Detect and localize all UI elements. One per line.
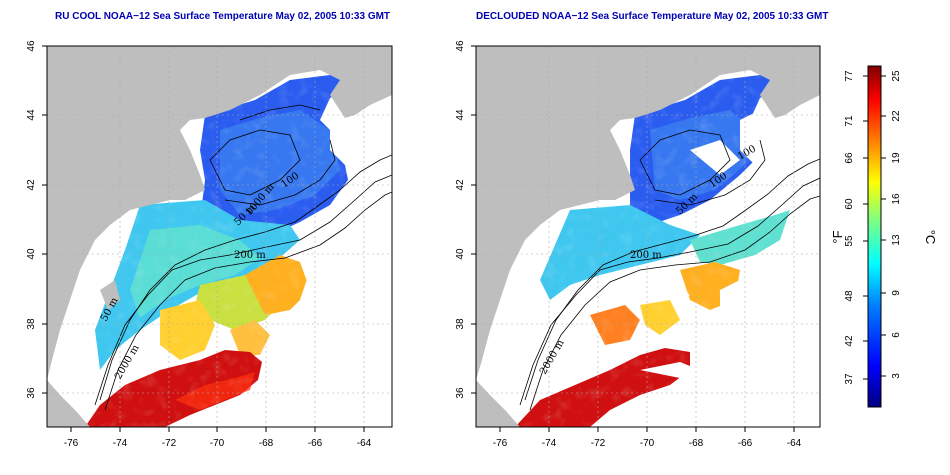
celsius-tick: 22 <box>891 110 902 122</box>
y-tick-label: 46 <box>455 40 466 52</box>
celsius-tick: 9 <box>891 290 902 296</box>
fahrenheit-tick: 60 <box>844 198 855 210</box>
temperature-colorbar: 77 71 66 60 55 48 42 37 25 22 19 16 13 9… <box>830 65 938 408</box>
x-tick-label: -66 <box>308 438 323 449</box>
fahrenheit-unit-label: °F <box>830 230 845 243</box>
right-x-axis <box>499 427 795 432</box>
left-y-axis <box>42 45 47 394</box>
x-tick-label: -68 <box>689 438 704 449</box>
y-tick-label: 40 <box>26 248 37 260</box>
x-tick-label: -64 <box>787 438 802 449</box>
y-tick-label: 38 <box>455 318 466 330</box>
right-map-panel: 200 m 2000 m 50 m 100 100 <box>476 46 820 427</box>
x-tick-label: -68 <box>259 438 274 449</box>
fahrenheit-tick: 66 <box>844 152 855 164</box>
celsius-tick: 6 <box>891 332 902 338</box>
contour-label: 200 m <box>630 250 662 261</box>
x-tick-label: -76 <box>493 438 508 449</box>
left-x-axis <box>70 427 365 432</box>
celsius-tick: 16 <box>891 193 902 205</box>
fahrenheit-tick: 37 <box>844 373 855 385</box>
y-tick-label: 44 <box>26 109 37 121</box>
fahrenheit-tick: 55 <box>844 235 855 247</box>
x-tick-label: -74 <box>542 438 557 449</box>
bathymetry-contours <box>519 129 820 411</box>
y-tick-label: 38 <box>26 318 37 330</box>
y-tick-label: 42 <box>26 179 37 191</box>
celsius-tick: 19 <box>891 152 902 164</box>
fahrenheit-tick: 77 <box>844 70 855 82</box>
x-tick-label: -70 <box>210 438 225 449</box>
celsius-tick: 3 <box>891 373 902 379</box>
y-tick-label: 40 <box>455 248 466 260</box>
x-tick-label: -70 <box>640 438 655 449</box>
cloud-mask <box>600 105 800 380</box>
right-map-frame <box>475 45 821 428</box>
celsius-tick: 13 <box>891 234 902 246</box>
x-tick-label: -66 <box>738 438 753 449</box>
celsius-tick: 25 <box>891 70 902 82</box>
cloud-mask <box>250 95 392 427</box>
x-tick-label: -72 <box>162 438 177 449</box>
contour-label: 200 m <box>234 250 266 261</box>
y-tick-label: 36 <box>26 387 37 399</box>
x-tick-label: -64 <box>357 438 372 449</box>
fahrenheit-tick: 48 <box>844 290 855 302</box>
celsius-unit-label: °C <box>923 230 938 245</box>
lat-lon-grid <box>47 46 392 427</box>
x-tick-label: -76 <box>64 438 79 449</box>
x-tick-label: -72 <box>591 438 606 449</box>
left-panel-title: RU COOL NOAA−12 Sea Surface Temperature … <box>55 11 391 22</box>
left-map-frame <box>46 45 393 428</box>
fahrenheit-tick: 42 <box>844 335 855 347</box>
right-panel-title: DECLOUDED NOAA−12 Sea Surface Temperatur… <box>476 11 829 22</box>
land-mass <box>476 46 820 427</box>
left-map-panel: 50 m 200 m 1000 m 2000 m 50 m 100 <box>47 46 392 427</box>
colorbar-gradient <box>867 65 882 408</box>
x-tick-label: -74 <box>113 438 128 449</box>
fahrenheit-tick: 71 <box>844 115 855 127</box>
y-tick-label: 44 <box>455 109 466 121</box>
land-mass <box>47 46 392 427</box>
y-tick-label: 36 <box>455 387 466 399</box>
lat-lon-grid <box>476 46 820 427</box>
right-y-axis <box>471 45 476 394</box>
bathymetry-contours <box>94 104 392 411</box>
y-tick-label: 46 <box>26 40 37 52</box>
y-tick-label: 42 <box>455 179 466 191</box>
